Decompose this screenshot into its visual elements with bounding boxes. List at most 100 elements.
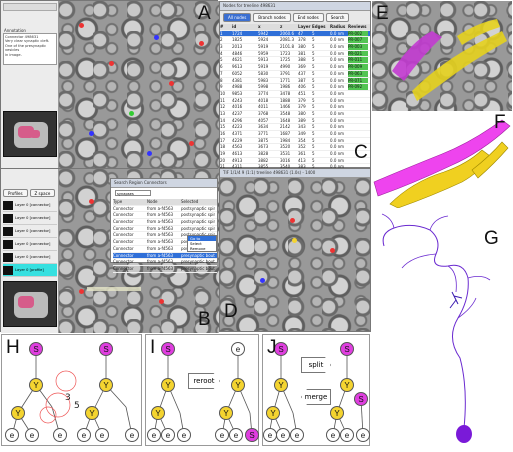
table-cell: 5 — [312, 157, 315, 163]
search-row[interactable]: Connector from a-f4563 postsynaptic spine — [113, 226, 217, 233]
merge-button[interactable]: merge — [301, 389, 331, 405]
search-row[interactable]: Connector from a-f4563 presynaptic bouton — [113, 259, 217, 266]
tab-profiles[interactable]: Profiles — [3, 189, 28, 197]
table-row[interactable]: 14 4296 4057 1648 389 5 0.0 nm — [220, 118, 370, 125]
table-row[interactable]: 10 9853 3774 3478 451 5 0.0 nm — [220, 91, 370, 98]
table-row[interactable]: 18 4563 3673 3520 352 5 0.0 nm — [220, 144, 370, 152]
search-row[interactable]: Connector from a-f4563 postsynaptic spine — [113, 219, 217, 226]
tab-search[interactable]: Search — [325, 13, 350, 22]
layer-item[interactable]: Layer 0 [connector] — [3, 225, 57, 238]
branch-node: Y — [161, 378, 175, 392]
reroot-button[interactable]: reroot — [188, 373, 220, 389]
menu-item-select[interactable]: Select — [190, 241, 202, 246]
annotation-text[interactable]: Connector 498631 Very clear synaptic cle… — [3, 33, 57, 65]
em-canvas-a[interactable] — [59, 1, 219, 169]
table-row[interactable]: 15 4223 3634 2142 343 5 0.0 nm — [220, 124, 370, 131]
table-cell: 0.0 nm — [330, 124, 345, 130]
tab-end-nodes[interactable]: End nodes — [292, 13, 324, 22]
table-row[interactable]: 2 1825 5924 2081.3 378 5 0.0 nm PR-007 — [220, 37, 370, 45]
layer-item[interactable]: Layer 0 [connector] — [3, 238, 57, 251]
table-row[interactable]: 12 4016 4011 1466 379 5 0.0 nm — [220, 104, 370, 111]
end-node: e — [53, 428, 67, 442]
table-cell — [348, 91, 368, 97]
table-header-row: # id x z Layer Edges Radius Reviews — [220, 24, 370, 31]
overview-thumbnail[interactable] — [3, 111, 57, 157]
table-row[interactable]: 19 4613 3828 3531 361 5 0.0 nm — [220, 151, 370, 158]
nodes-table-window: Nodes for treeline 498631 All nodes Bran… — [219, 1, 371, 225]
col-header[interactable]: id — [232, 24, 237, 29]
col-header[interactable]: Layer — [298, 24, 311, 29]
panel-label-i: I — [150, 337, 156, 358]
table-cell: 1825 — [232, 37, 243, 43]
annotation-field-label: Annotation — [4, 28, 26, 33]
table-row[interactable]: 5 4621 5913 1725 388 5 0.0 nm PR-011 — [220, 57, 370, 65]
col-header[interactable]: z — [280, 24, 283, 29]
table-cell: 5 — [312, 97, 315, 103]
search-cell: postsynaptic spine — [181, 232, 215, 238]
table-row[interactable]: 13 4237 3768 3548 380 5 0.0 nm — [220, 111, 370, 118]
table-cell: 5 — [312, 50, 315, 56]
table-cell: 3531 — [280, 151, 291, 157]
table-cell: 1687 — [280, 131, 291, 136]
col-header[interactable]: # — [220, 24, 224, 29]
table-cell: 1 — [220, 30, 223, 36]
col-header[interactable]: Node — [147, 199, 158, 204]
search-row[interactable]: Connector from a-f4563 postsynaptic spine — [113, 232, 217, 240]
search-row[interactable]: Connector from a-f4563 presynaptic bouton — [113, 266, 217, 273]
search-cell: Connector — [113, 219, 134, 225]
tab-all-nodes[interactable]: All nodes — [223, 13, 252, 22]
col-header[interactable]: x — [258, 24, 261, 29]
tab-z-space[interactable]: Z space — [29, 189, 56, 197]
end-node: e — [231, 342, 245, 356]
layer-item[interactable]: Layer 0 [connector] — [3, 212, 57, 225]
table-row[interactable]: 9 4988 5998 1986 406 5 0.0 nm PR-092 — [220, 84, 370, 91]
table-row[interactable]: 4 4846 5959 1723 381 5 0.0 nm PR-021 — [220, 50, 370, 58]
search-cell: from a-f4563 — [147, 205, 174, 211]
table-row[interactable]: 17 4229 3875 1984 354 5 0.0 nm — [220, 138, 370, 145]
table-cell: 3882 — [258, 157, 269, 163]
table-row[interactable]: 8 4381 5983 1771 387 5 0.0 nm PR-071 — [220, 77, 370, 85]
table-cell: 5 — [312, 30, 315, 36]
table-row[interactable]: 20 4913 3882 3016 413 5 0.0 nm — [220, 158, 370, 165]
end-node: e — [326, 428, 340, 442]
col-header[interactable]: Type — [113, 199, 123, 204]
search-row[interactable]: Connector from a-f4563 postsynaptic spine — [113, 212, 217, 220]
search-row[interactable]: Connector from a-f4563 postsynaptic spine — [113, 206, 217, 213]
context-menu: Go to Select Remove — [187, 235, 217, 252]
col-header[interactable]: Selected — [181, 199, 199, 204]
table-row[interactable]: 16 4371 3771 1687 349 5 0.0 nm — [220, 131, 370, 138]
menu-item-remove[interactable]: Remove — [190, 246, 206, 251]
table-cell: 380 — [298, 110, 306, 116]
search-row[interactable]: Connector from a-f4563 presynaptic bouton — [113, 252, 217, 260]
table-row[interactable]: 7 6052 5830 3791 437 5 0.0 nm PR-063 — [220, 70, 370, 78]
split-button[interactable]: split — [301, 357, 331, 373]
search-cell: from a-f4563 — [147, 265, 174, 271]
em-canvas-d[interactable] — [220, 178, 370, 331]
table-cell: 5 — [312, 131, 315, 136]
diagram-j: S Y Y e e e split merge S Y Y e e S e J — [262, 334, 370, 446]
table-cell: 3791 — [280, 70, 291, 76]
table-cell: 4016 — [232, 104, 243, 110]
branch-node: Y — [29, 378, 43, 392]
table-row[interactable]: 3 2013 5919 2101.8 380 5 0.0 nm PR-003 — [220, 44, 370, 51]
layer-item[interactable]: Layer 0 [connector] — [3, 251, 57, 264]
overview-thumbnail-b[interactable] — [3, 281, 57, 327]
tab-branch-nodes[interactable]: Branch nodes — [253, 13, 291, 22]
menu-item-go-to[interactable]: Go to — [188, 236, 216, 241]
table-cell: PR-009 — [348, 64, 368, 70]
col-header[interactable]: Radius — [330, 24, 346, 29]
table-row[interactable]: 11 4243 4018 1888 379 5 0.0 nm — [220, 98, 370, 105]
layer-item[interactable]: Layer 0 [profile] — [3, 264, 57, 277]
col-header[interactable]: Edges — [312, 24, 326, 29]
table-cell: 18 — [220, 144, 226, 150]
table-row[interactable]: 1 1724 5942 2060.6 47 5 0.0 nm PR-002 — [220, 30, 370, 38]
table-cell: 47 — [298, 30, 304, 36]
table-cell: 381 — [298, 50, 306, 56]
layer-item[interactable]: Layer 0 [connector] — [3, 199, 57, 212]
split-label: split — [308, 361, 324, 369]
search-input[interactable]: synapses — [115, 190, 151, 196]
table-row[interactable]: 6 9613 5919 4990 369 5 0.0 nm PR-009 — [220, 64, 370, 71]
table-cell: 0.0 nm — [330, 144, 345, 150]
search-cell: Connector — [113, 225, 134, 231]
col-header[interactable]: Reviews — [348, 24, 367, 29]
